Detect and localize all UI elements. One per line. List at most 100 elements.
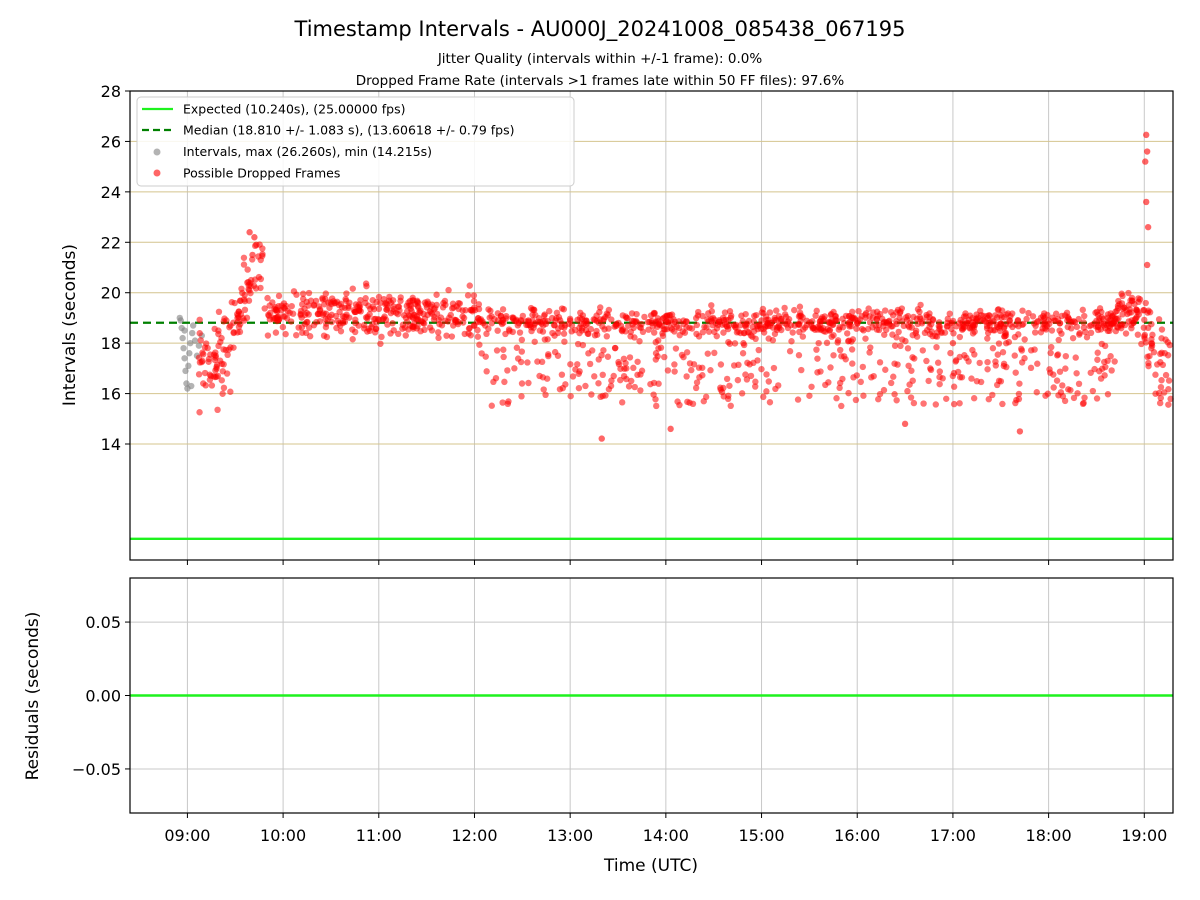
dropped-frame-point: [540, 312, 548, 319]
dropped-frame-point: [1080, 324, 1088, 331]
dropped-frame-point: [544, 317, 551, 325]
dropped-frame-point: [362, 299, 369, 307]
dropped-frame-point: [577, 320, 585, 328]
dropped-frame-point: [625, 322, 632, 329]
dropped-frame-point: [245, 278, 252, 286]
dropped-frame-point: [866, 319, 874, 326]
dropped-frame-point: [282, 330, 289, 338]
dropped-frame-point: [976, 359, 983, 367]
dropped-frame-point: [1055, 336, 1062, 344]
dropped-frame-point: [433, 301, 440, 309]
dropped-frame-point: [708, 302, 715, 309]
dropped-frame-point: [483, 368, 490, 375]
dropped-frame-point: [374, 315, 382, 323]
dropped-frame-point: [493, 347, 501, 354]
dropped-frame-point: [795, 352, 803, 359]
dropped-frame-point: [1039, 313, 1047, 320]
dropped-frame-point: [1093, 317, 1100, 325]
dropped-frame-point: [738, 312, 745, 319]
dropped-frame-point: [449, 305, 456, 312]
dropped-frame-point: [906, 323, 913, 331]
dropped-frame-point: [932, 401, 939, 408]
dropped-frame-point: [343, 290, 350, 297]
dropped-frame-point: [681, 329, 689, 336]
dropped-frame-point: [709, 314, 717, 322]
dropped-frame-point: [518, 393, 525, 400]
dropped-frame-point: [688, 366, 695, 374]
dropped-frame-point: [1106, 324, 1114, 331]
dropped-frame-point: [1050, 371, 1057, 378]
dropped-frame-point: [905, 362, 912, 369]
dropped-frame-point: [799, 333, 807, 340]
dropped-frame-point: [390, 303, 397, 310]
dropped-frame-point: [304, 318, 311, 326]
dropped-frame-point: [713, 325, 721, 332]
dropped-frame-point: [875, 396, 882, 403]
dropped-frame-point: [830, 352, 837, 359]
dropped-frame-point: [809, 318, 816, 325]
dropped-frame-point: [546, 307, 553, 315]
dropped-frame-point: [817, 368, 824, 375]
dropped-frame-point: [462, 307, 469, 314]
time-x-tick-label: 13:00: [547, 826, 593, 845]
dropped-frame-point: [604, 353, 612, 360]
dropped-frame-point: [345, 304, 352, 312]
dropped-frame-point: [378, 333, 385, 341]
dropped-frame-point: [1145, 362, 1152, 370]
dropped-frame-point: [740, 340, 747, 347]
time-x-tick-label: 12:00: [451, 826, 497, 845]
dropped-frame-point: [1016, 428, 1024, 435]
dropped-frame-point: [636, 338, 643, 345]
dropped-frame-point: [224, 351, 231, 359]
dropped-frame-point: [1076, 329, 1083, 337]
dropped-frame-point: [567, 392, 574, 400]
dropped-frame-point: [636, 323, 643, 331]
dropped-frame-point: [414, 298, 421, 306]
dropped-frame-point: [266, 302, 273, 309]
dropped-frame-point: [389, 320, 396, 327]
dropped-frame-point: [205, 358, 212, 365]
dropped-frame-point: [961, 323, 968, 331]
dropped-frame-point: [1125, 301, 1133, 309]
interval-point: [179, 334, 186, 342]
dropped-frame-point: [328, 295, 336, 302]
dropped-frame-point: [765, 378, 772, 385]
dropped-frame-point: [781, 304, 788, 312]
dropped-frame-point: [862, 335, 869, 342]
dropped-frame-point: [970, 395, 978, 402]
chart-subtitle-jitter: Jitter Quality (intervals within +/-1 fr…: [437, 51, 763, 67]
time-x-tick-label: 11:00: [356, 826, 402, 845]
dropped-frame-point: [760, 329, 768, 336]
dropped-frame-point: [1166, 341, 1173, 349]
dropped-frame-point: [943, 395, 950, 402]
dropped-frame-point: [893, 318, 900, 325]
dropped-frame-point: [447, 311, 454, 319]
dropped-frame-point: [1125, 289, 1132, 297]
dropped-frame-point: [1156, 399, 1164, 407]
dropped-frame-point: [531, 338, 538, 345]
dropped-frame-point: [667, 425, 674, 433]
dropped-frame-point: [212, 352, 219, 359]
dropped-frame-point: [596, 308, 603, 316]
dropped-frame-point: [891, 342, 899, 349]
dropped-frame-point: [576, 368, 583, 375]
dropped-frame-point: [511, 365, 518, 372]
dropped-frame-point: [717, 384, 724, 391]
dropped-frame-point: [584, 330, 591, 337]
dropped-frame-point: [956, 333, 964, 341]
dropped-frame-point: [1157, 383, 1165, 391]
dropped-frame-point: [1096, 305, 1104, 312]
dropped-frame-point: [1015, 390, 1023, 398]
dropped-frame-point: [1014, 317, 1022, 324]
dropped-frame-point: [868, 374, 875, 381]
dropped-frame-point: [529, 311, 536, 319]
dropped-frame-point: [215, 308, 223, 316]
dropped-frame-point: [505, 326, 513, 333]
dropped-frame-point: [699, 372, 706, 379]
dropped-frame-point: [1155, 316, 1163, 323]
interval-point: [195, 342, 203, 349]
residuals-y-axis-label: Residuals (seconds): [23, 612, 43, 781]
dropped-frame-point: [763, 371, 770, 378]
dropped-frame-point: [1048, 327, 1056, 334]
